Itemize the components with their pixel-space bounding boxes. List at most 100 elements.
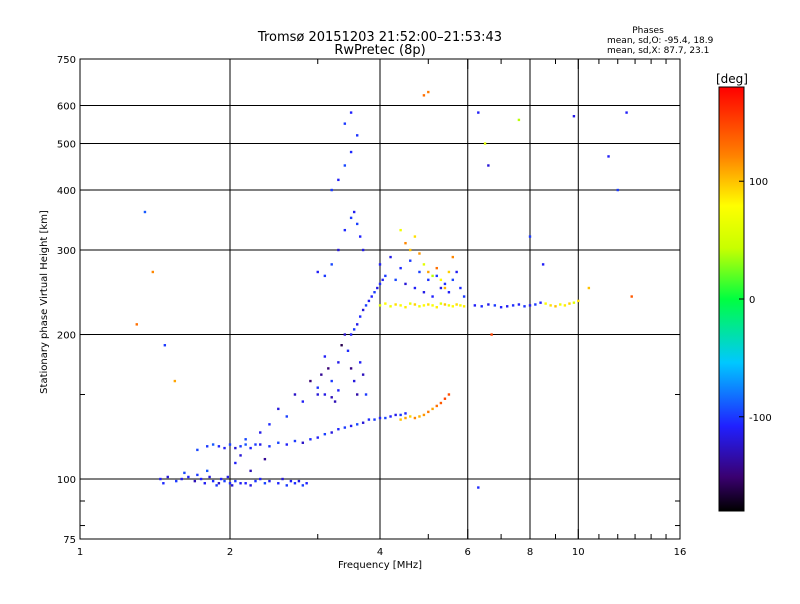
echo-point (511, 304, 515, 307)
echo-point (451, 305, 455, 308)
echo-point (268, 423, 271, 426)
echo-point (459, 286, 462, 290)
echo-point (244, 482, 247, 485)
echo-point (431, 295, 434, 298)
echo-point (349, 424, 353, 428)
echo-point (577, 299, 580, 303)
echo-point (409, 248, 412, 252)
echo-point (422, 291, 426, 294)
echo-point (394, 303, 397, 306)
chart-title: Tromsø 20151203 21:52:00–21:53:43 (257, 30, 502, 45)
echo-point (422, 413, 426, 417)
echo-point (439, 302, 443, 305)
echo-point (427, 278, 430, 282)
echo-point (447, 270, 451, 274)
echo-point (349, 111, 353, 114)
echo-point (349, 216, 353, 220)
echo-point (541, 263, 545, 266)
echo-point (443, 286, 447, 290)
echo-point (384, 274, 387, 278)
echo-point (439, 401, 443, 405)
echo-point (422, 304, 426, 307)
echo-point (534, 303, 537, 306)
echo-point (343, 122, 347, 125)
echo-point (309, 379, 312, 383)
echo-point (490, 333, 493, 336)
info-heading: Phases (632, 26, 664, 36)
y-tick-label: 300 (57, 246, 76, 257)
y-axis-label: Stationary phase Virtual Height [km] (39, 210, 50, 394)
echo-point (361, 248, 365, 252)
y-tick-label: 200 (57, 331, 76, 342)
echo-point (418, 305, 421, 308)
echo-point (572, 301, 576, 304)
echo-point (196, 448, 199, 452)
echo-point (297, 479, 301, 483)
echo-point (259, 477, 262, 481)
echo-point (228, 443, 232, 446)
echo-point (193, 479, 197, 483)
echo-point (349, 333, 353, 336)
echo-point (378, 263, 382, 266)
echo-point (462, 305, 466, 308)
colorbar-tick-label: 0 (749, 295, 755, 306)
echo-point (355, 222, 359, 226)
echo-point (249, 469, 252, 473)
echo-point (549, 304, 552, 307)
echo-point (352, 328, 356, 331)
echo-point (418, 415, 421, 418)
echo-point (135, 323, 138, 326)
echo-point (230, 484, 234, 487)
echo-point (205, 469, 209, 473)
echo-point (367, 418, 371, 421)
echo-point (151, 270, 155, 274)
echo-point (187, 475, 190, 479)
echo-point (343, 228, 347, 232)
echo-point (259, 443, 262, 446)
echo-point (439, 278, 443, 282)
echo-point (384, 416, 387, 420)
echo-point (320, 373, 323, 376)
echo-point (301, 441, 305, 444)
echo-point (455, 270, 458, 274)
colorbar-ticks: 100 0 -100 (739, 177, 772, 424)
echo-point (143, 210, 147, 214)
echo-point (378, 282, 382, 286)
echo-point (259, 431, 262, 434)
echo-point (554, 305, 557, 308)
echo-point (447, 393, 451, 396)
echo-point (301, 400, 305, 403)
echo-point (226, 475, 230, 479)
echo-point (404, 306, 407, 309)
echo-point (447, 304, 451, 307)
echo-point (355, 134, 359, 137)
info-line-o: mean, sd,O: -95.4, 18.9 (607, 36, 714, 46)
echo-point (404, 416, 407, 420)
echo-point (249, 484, 252, 487)
echo-point (352, 210, 356, 214)
echo-point (277, 407, 280, 411)
echo-point (196, 473, 199, 477)
echo-point (199, 477, 203, 481)
echo-point (337, 248, 340, 252)
echo-point (358, 235, 362, 238)
echo-point (249, 446, 252, 450)
echo-point (349, 150, 353, 154)
plot-area: 1 2 4 6 8 10 16 75 100 200 300 400 500 600 750 (57, 55, 686, 558)
echo-point (330, 263, 333, 266)
echo-point (394, 278, 397, 282)
colorbar-tick-label: -100 (749, 413, 772, 424)
echo-point (517, 303, 521, 306)
echo-point (422, 263, 426, 266)
echo-point (439, 286, 443, 290)
echo-point (316, 436, 319, 439)
echo-point (166, 475, 169, 479)
echo-point (205, 445, 209, 448)
echo-point (572, 115, 576, 118)
echo-point (451, 255, 455, 259)
echo-point (427, 303, 430, 306)
echo-point (435, 306, 438, 309)
echo-point (293, 439, 297, 443)
echo-point (418, 252, 421, 255)
echo-point (523, 305, 526, 308)
